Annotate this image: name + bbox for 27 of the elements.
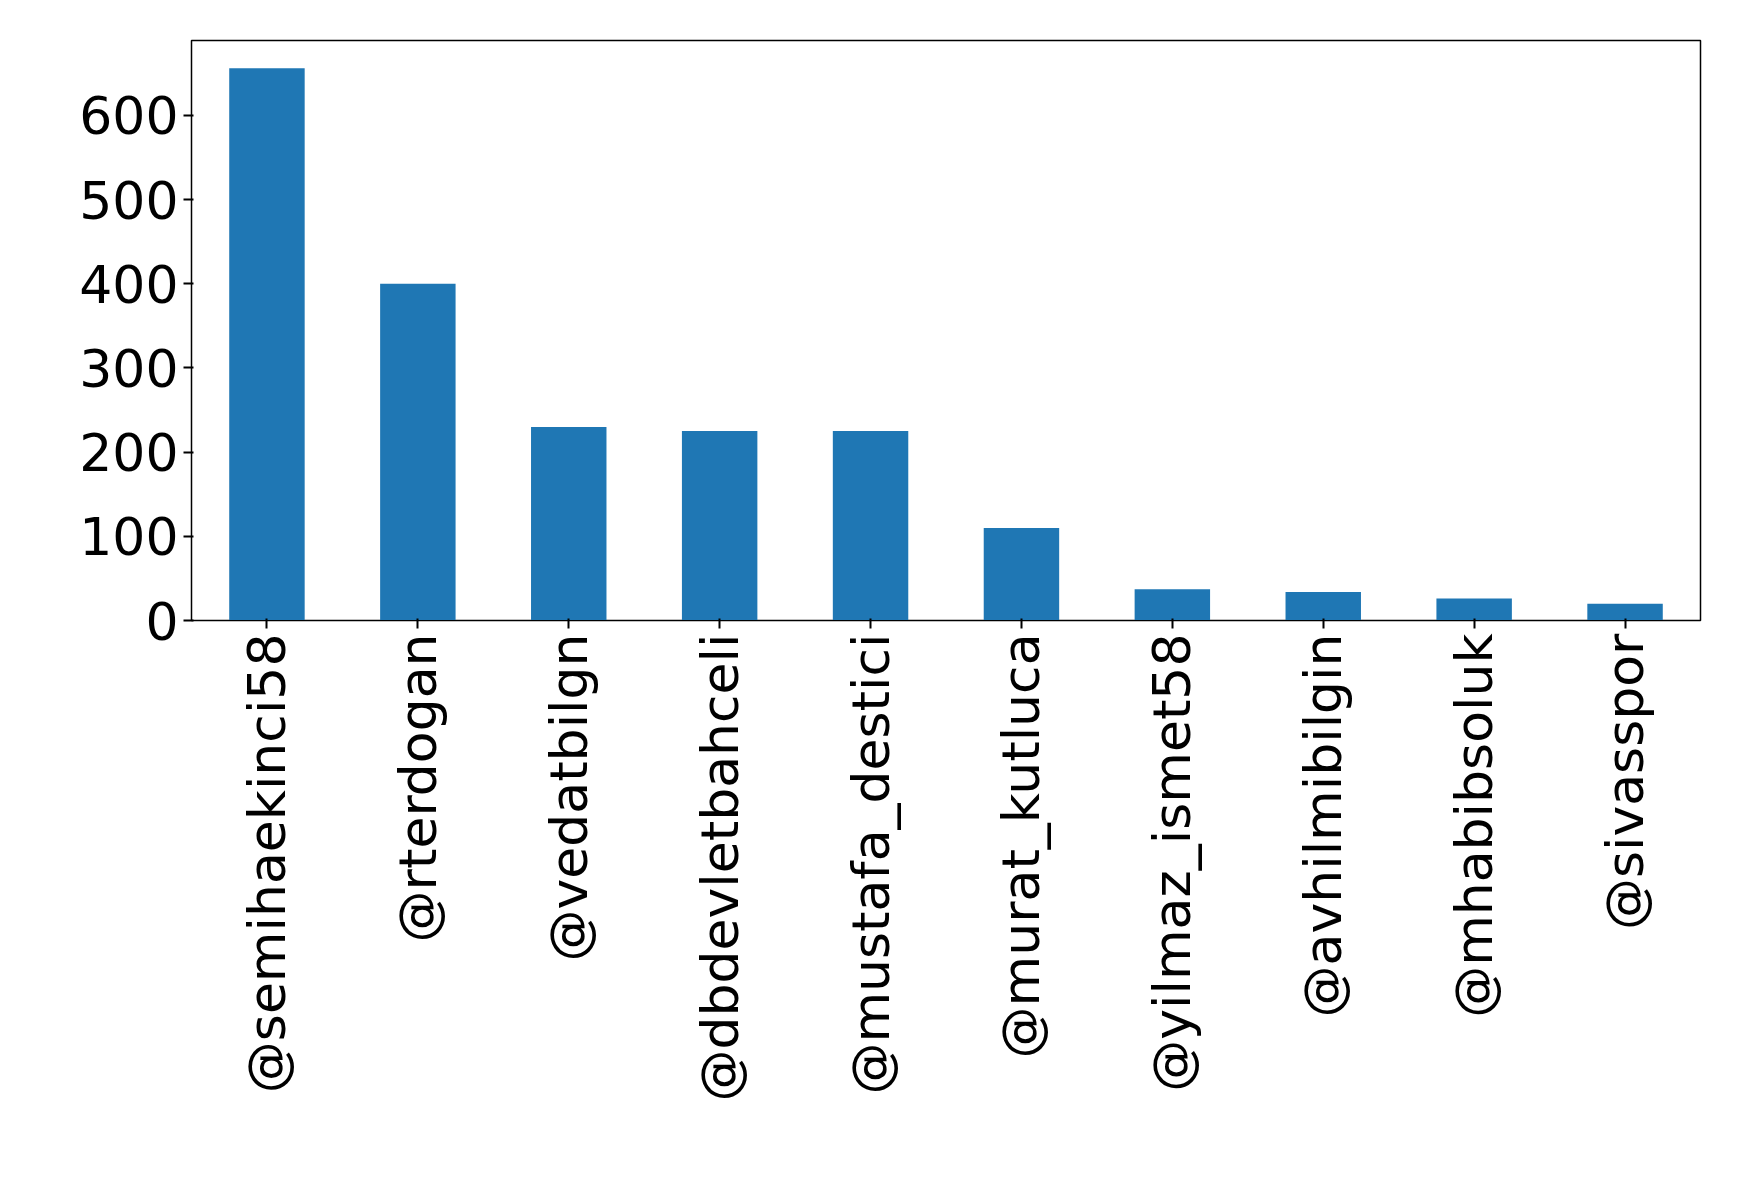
x-tick-label: @vedatbilgn bbox=[538, 633, 599, 962]
x-tick-label: @mustafa_destici bbox=[840, 633, 901, 1095]
bar bbox=[1587, 603, 1663, 621]
bar bbox=[1134, 589, 1211, 621]
y-tick-label: 0 bbox=[145, 591, 179, 652]
x-tick-label: @semihaekinci58 bbox=[236, 633, 297, 1094]
bar bbox=[832, 431, 909, 621]
x-tick-label: @avhilmibilgin bbox=[1293, 633, 1354, 1018]
bar bbox=[1285, 591, 1361, 621]
bar bbox=[380, 283, 456, 621]
bar bbox=[983, 527, 1060, 621]
x-tick-label: @rterdogan bbox=[387, 633, 448, 943]
y-tick-label: 300 bbox=[79, 338, 179, 399]
y-tick-label: 600 bbox=[79, 86, 179, 147]
bar bbox=[1436, 598, 1512, 621]
x-tick-label: @murat_kutluca bbox=[991, 633, 1052, 1059]
x-tick-label: @yilmaz_ismet58 bbox=[1142, 633, 1203, 1092]
bar bbox=[531, 426, 607, 621]
y-tick-label: 400 bbox=[79, 254, 179, 315]
y-tick-label: 100 bbox=[79, 507, 179, 568]
y-tick-label: 500 bbox=[79, 170, 179, 231]
bar bbox=[229, 68, 305, 621]
x-tick-label: @dbdevletbahceli bbox=[689, 633, 750, 1102]
x-tick-label: @mhabibsoluk bbox=[1444, 633, 1505, 1018]
y-tick-label: 200 bbox=[79, 423, 179, 484]
bar bbox=[681, 431, 758, 621]
x-tick-label: @sivasspor bbox=[1595, 632, 1656, 931]
